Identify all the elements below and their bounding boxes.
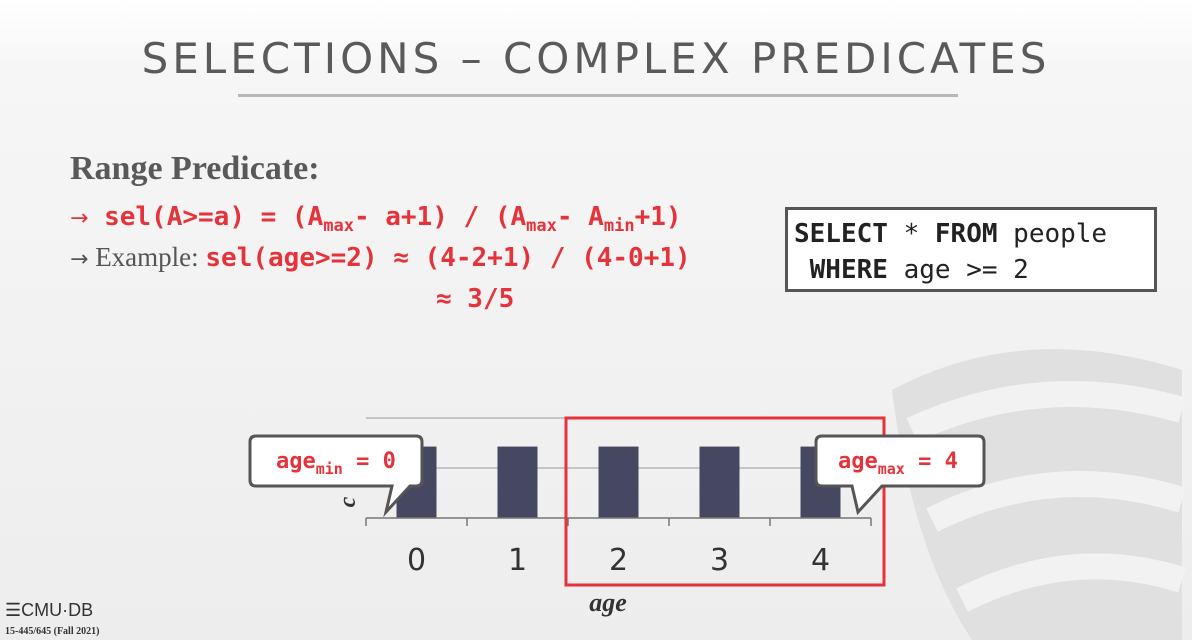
sql-table: people: [997, 219, 1108, 249]
formula-lhs: sel(A>=a) = (A: [104, 202, 324, 232]
callout-max-sub: max: [878, 460, 905, 478]
course-label: 15-445/645 (Fall 2021): [5, 626, 100, 637]
arrow-icon: →: [70, 206, 89, 231]
y-axis-label: c: [335, 496, 361, 507]
callout-max-value: = 4: [905, 449, 958, 474]
x-tick-label: 0: [407, 543, 426, 578]
sql-keyword-from: FROM: [934, 219, 998, 249]
callout-min-text: age: [276, 449, 316, 474]
svg-text:agemin = 0: agemin = 0: [276, 449, 396, 478]
x-tick-label: 4: [811, 543, 830, 578]
section-heading: Range Predicate:: [70, 150, 320, 187]
callout-min-sub: min: [316, 460, 343, 478]
formula-mid1: - a+1) / (A: [353, 202, 527, 232]
callout-max-text: age: [838, 449, 878, 474]
database-logo-icon: ☰: [5, 600, 22, 620]
formula-mid2: - A: [556, 202, 604, 232]
x-tick-label: 2: [609, 543, 628, 578]
formula-sub-max-2: max: [526, 216, 557, 237]
formula-sub-max: max: [323, 216, 354, 237]
formula-sub-min: min: [603, 216, 635, 237]
title-divider: [238, 94, 958, 97]
sql-keyword-where: WHERE: [809, 255, 888, 285]
footer-logo-text: CMU·DB: [21, 600, 94, 620]
example-line: → Example: sel(age>=2) ≈ (4-2+1) / (4-0+…: [70, 242, 691, 273]
highlight-range-box: [564, 416, 886, 587]
sql-star: *: [887, 219, 935, 249]
sql-condition: age >= 2: [887, 255, 1029, 285]
callout-min-value: = 0: [343, 449, 396, 474]
formula-end: +1): [634, 202, 682, 232]
example-formula: sel(age>=2) ≈ (4-2+1) / (4-0+1): [205, 243, 691, 273]
x-tick-label: 1: [508, 543, 527, 578]
bar-age-2: [598, 446, 639, 518]
arrow-icon: →: [70, 247, 89, 272]
x-tick-label: 3: [710, 543, 729, 578]
svg-text:agemax = 4: agemax = 4: [838, 449, 958, 478]
example-label: Example:: [95, 242, 199, 272]
callout-age-min: agemin = 0: [248, 434, 424, 518]
callout-age-max: agemax = 4: [814, 434, 986, 516]
sql-query-box: SELECT * FROM people WHERE age >= 2: [785, 207, 1157, 292]
database-watermark-icon: [892, 349, 1186, 640]
example-result: ≈ 3/5: [436, 284, 515, 314]
x-axis-label: age: [589, 588, 627, 617]
range-formula: → sel(A>=a) = (Amax- a+1) / (Amax- Amin+…: [70, 202, 682, 236]
slide-title: SELECTIONS – COMPLEX PREDICATES: [141, 34, 1051, 83]
cmu-db-logo: ☰CMU·DB: [5, 600, 93, 621]
bar-age-3: [699, 446, 740, 518]
bar-age-1: [497, 446, 538, 518]
sql-keyword-select: SELECT: [794, 219, 888, 249]
